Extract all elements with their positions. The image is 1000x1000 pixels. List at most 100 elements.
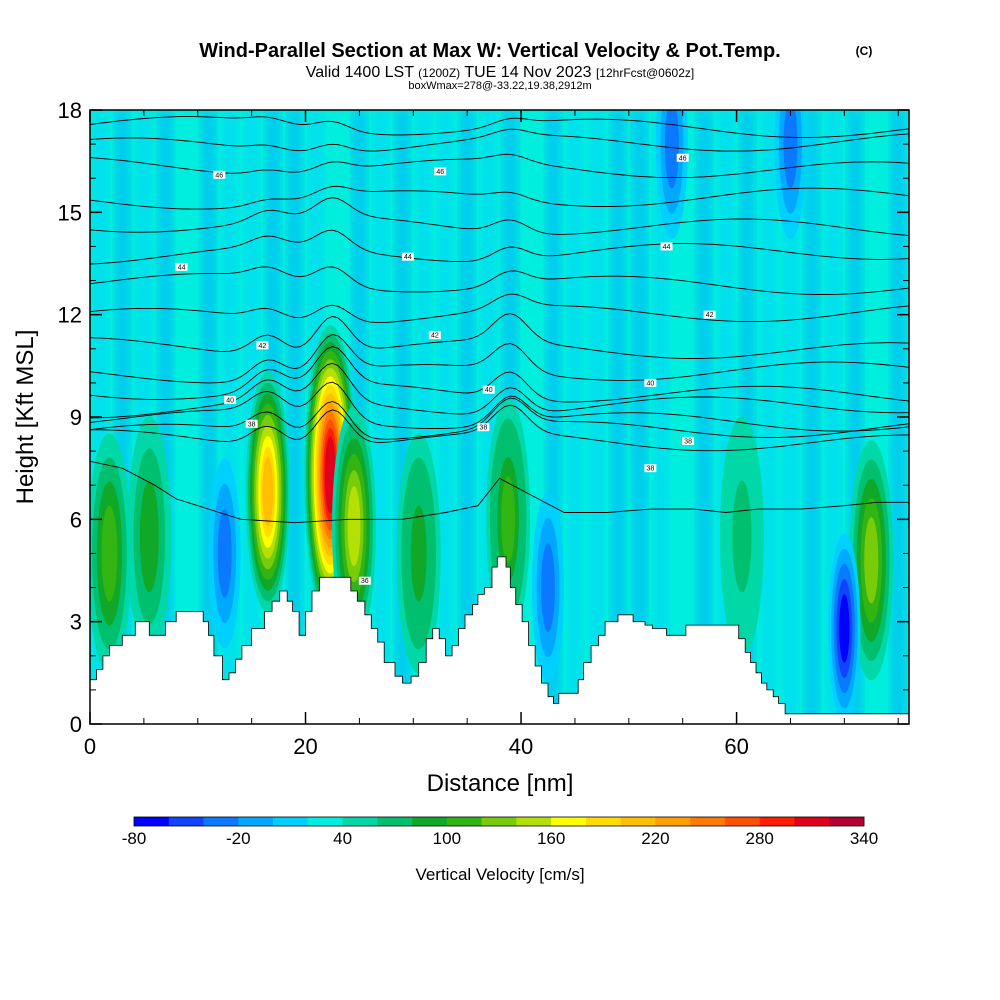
theta-contour-label: 38 (682, 436, 695, 445)
theta-contour-label: 46 (676, 153, 689, 162)
theta-label-bg (644, 464, 657, 473)
theta-contour-label: 38 (477, 423, 490, 432)
copyright-mark: (C) (856, 44, 873, 58)
theta-label-text: 44 (404, 254, 412, 261)
velocity-cell-level (101, 505, 118, 602)
velocity-cell-level (541, 543, 555, 632)
theta-label-bg (434, 167, 447, 176)
velocity-streak (460, 110, 475, 724)
velocity-cell-level (410, 505, 427, 602)
theta-label-bg (224, 395, 237, 404)
colorbar-tick-label: -20 (226, 829, 251, 848)
colorbar-swatch (829, 817, 865, 826)
colorbar-swatch (134, 817, 170, 826)
velocity-cell-level (347, 486, 361, 567)
chart-title: Wind-Parallel Section at Max W: Vertical… (199, 40, 780, 62)
velocity-cell (127, 416, 172, 657)
x-tick-label: 20 (293, 734, 317, 759)
theta-label-text: 38 (684, 438, 692, 445)
velocity-streak (287, 110, 302, 724)
x-tick-label: 0 (84, 734, 96, 759)
velocity-cell-level (139, 480, 159, 593)
colorbar-tick-label: -80 (122, 829, 147, 848)
velocity-streak (567, 110, 582, 724)
colorbar-swatch (620, 817, 656, 826)
velocity-streak (589, 110, 604, 724)
theta-contour (90, 334, 909, 384)
theta-label-bg (660, 242, 673, 251)
y-tick-label: 6 (70, 507, 82, 532)
colorbar: -80 -20 40 100 160 220 280 340 (122, 816, 878, 848)
velocity-streak (611, 110, 626, 724)
theta-label-bg (477, 423, 490, 432)
velocity-streak (697, 110, 712, 724)
theta-label-text: 44 (663, 244, 671, 251)
colorbar-swatch (759, 817, 795, 826)
velocity-cell (245, 372, 290, 613)
theta-label-bg (703, 310, 716, 319)
theta-contour-label: 44 (660, 242, 673, 251)
theta-contour-label: 42 (703, 310, 716, 319)
velocity-cell (396, 433, 441, 674)
velocity-cell-level (839, 594, 850, 663)
theta-contour-label: 44 (175, 262, 188, 271)
theta-contour-label: 40 (644, 378, 657, 387)
velocity-streak (438, 110, 453, 724)
subtitle-forecast: [12hrFcst@0602z] (596, 66, 694, 80)
plot-area: 46 46 46 44 44 44 42 42 42 40 40 40 38 38 38 38 36 (90, 110, 909, 724)
colorbar-tick-label: 160 (537, 829, 565, 848)
velocity-streak (632, 110, 647, 724)
colorbar-swatch (655, 817, 691, 826)
colorbar-swatch (446, 817, 482, 826)
theta-label-bg (175, 262, 188, 271)
x-tick-label: 40 (509, 734, 533, 759)
theta-contour (90, 381, 909, 432)
chart-subtitle: Valid 1400 LST (1200Z) TUE 14 Nov 2023 [… (306, 64, 694, 81)
colorbar-swatch (203, 817, 239, 826)
velocity-cell-level (664, 110, 679, 189)
colorbar-swatch (342, 817, 378, 826)
theta-contour-label: 36 (358, 576, 371, 585)
velocity-streak (675, 110, 690, 724)
velocity-streak (373, 110, 388, 724)
theta-contour (90, 197, 909, 236)
colorbar-tick-label: 340 (850, 829, 878, 848)
colorbar-swatch (551, 817, 587, 826)
theta-label-text: 40 (226, 397, 234, 404)
colorbar-swatch (412, 817, 448, 826)
theta-label-bg (245, 419, 258, 428)
theta-label-bg (401, 252, 414, 261)
theta-label-bg (213, 170, 226, 179)
theta-contour (90, 397, 909, 440)
velocity-cell-level (262, 457, 274, 527)
velocity-cell-level (864, 517, 879, 604)
theta-contour-label: 42 (428, 331, 441, 340)
subtitle-date: TUE 14 Nov 2023 (460, 64, 596, 81)
y-tick-label: 0 (70, 712, 82, 737)
velocity-streak (761, 110, 776, 724)
y-tick-label: 18 (58, 98, 82, 123)
theta-label-bg (256, 341, 269, 350)
theta-contour-label: 38 (245, 419, 258, 428)
colorbar-swatch (794, 817, 830, 826)
velocity-cell (655, 110, 688, 240)
velocity-streak (783, 110, 798, 724)
velocity-cell (531, 492, 564, 683)
velocity-cell (208, 458, 241, 649)
colorbar-swatch (238, 817, 274, 826)
colorbar-swatch (585, 817, 621, 826)
theta-contour-label: 46 (213, 170, 226, 179)
theta-label-text: 36 (361, 578, 369, 585)
velocity-cell (719, 416, 764, 657)
velocity-cell (849, 440, 894, 681)
theta-contour (90, 266, 909, 295)
velocity-cell (774, 110, 807, 240)
subtitle-valid: Valid 1400 LST (306, 64, 418, 81)
theta-contour-label: 42 (256, 341, 269, 350)
theta-label-text: 42 (431, 333, 439, 340)
box-wmax-info: boxWmax=278@-33.22,19.38,2912m (408, 80, 591, 92)
y-tick-label: 3 (70, 610, 82, 635)
colorbar-swatch (273, 817, 309, 826)
subtitle-utc: (1200Z) (418, 66, 460, 80)
